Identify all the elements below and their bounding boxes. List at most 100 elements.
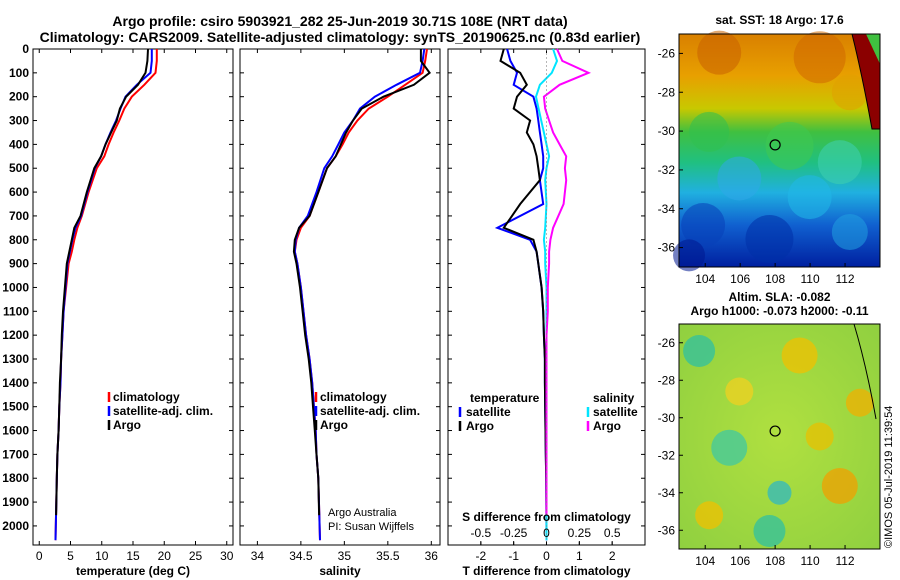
legend-title-temperature: temperature [470,391,540,405]
lat-tick-label: -30 [658,411,676,425]
y-tick-label: 700 [9,209,29,223]
legend-label: satellite [466,405,511,419]
legend-label: climatology [320,390,387,404]
lat-tick-label: -28 [658,85,676,99]
panel-temperature: 0100200300400500600700800900100011001200… [2,42,233,578]
legend-label: Argo [113,418,141,432]
y-tick-label: 1200 [2,328,29,342]
x-tick-label: -1 [508,549,519,563]
map-frame [678,33,881,268]
y-tick-label: 1000 [2,280,29,294]
legend-label: climatology [113,390,180,404]
data-source-note: Argo Australia PI: Susan Wijffels [328,507,414,533]
legend-label: Argo [466,419,494,433]
sla-patch [781,337,818,374]
sst-patch [787,175,832,220]
x-tick-label: 2 [609,549,616,563]
lon-tick-label: 112 [835,554,854,568]
series-line-temperature-satellite [494,48,548,541]
lon-tick-label: 106 [730,272,750,286]
sst-patch [717,156,762,201]
series-line-climatology [293,48,428,541]
lon-tick-label: 110 [801,554,820,568]
x-tick-label: 35 [338,549,352,563]
plot-frame [239,48,441,546]
lat-tick-label: -34 [658,486,676,500]
lat-tick-label: -34 [658,202,676,216]
y-tick-label: 1100 [3,304,29,318]
y-tick-label: 2000 [2,519,29,533]
y-tick-label: 0 [22,42,29,56]
sla-patch [805,422,834,451]
sla-patch [683,335,716,367]
x-axis-label: temperature (deg C) [76,564,190,578]
sla-patch [695,501,724,530]
legend-title-salinity: salinity [593,391,635,405]
legend-difference: temperature salinitysatelliteArgosatellit… [458,391,638,433]
series-line-satellite-adj-clim- [54,49,153,541]
lon-tick-label: 106 [730,554,750,568]
sla-map-title: Altim. SLA: -0.082 [728,290,830,304]
argo-position-marker [769,139,781,151]
lat-tick-label: -32 [658,448,676,462]
sla-patch [711,429,748,466]
sla-patch [725,377,754,406]
lon-tick-label: 104 [695,554,715,568]
y-tick-label: 800 [9,233,29,247]
lon-tick-label: 112 [835,272,854,286]
legend-label: satellite-adj. clim. [320,404,420,418]
land-patch [866,34,880,64]
x-tick-label: 25 [189,549,203,563]
sst-patch [765,121,814,170]
sst-patch [793,31,846,84]
x-tick-label: 0 [543,549,550,563]
y-tick-label: 400 [9,137,29,151]
lat-tick-label: -28 [658,373,676,387]
lat-tick-label: -26 [658,46,676,60]
x2-tick-label: 0.5 [604,526,621,540]
lat-tick-label: -26 [658,336,676,350]
sst-patch [697,30,742,75]
series-line-argo [292,49,431,516]
sst-patch [689,111,730,152]
x2-tick-label: -0.5 [470,526,491,540]
y-tick-label: 1900 [2,495,29,509]
sst-patch [831,74,868,111]
sst-patch [817,140,862,185]
x-tick-label: 15 [126,549,140,563]
series-line-temperature-argo [499,48,548,516]
note-line-1: Argo Australia [328,507,397,519]
panel-salinity: 34 34.5 35 35.5 36 salinity [239,48,441,578]
chart-title-line1: Argo profile: csiro 5903921_282 25-Jun-2… [112,13,568,29]
x2-tick-label: 0.25 [568,526,592,540]
series-line-climatology [54,49,158,541]
argo-position-marker [769,425,781,437]
x-tick-label: 5 [67,549,74,563]
x-tick-label: 34.5 [289,549,313,563]
lat-tick-label: -36 [658,241,676,255]
x-tick-label: 1 [576,549,583,563]
coastline-land [851,33,881,130]
y-tick-label: 300 [9,114,29,128]
plot-frame [32,48,234,546]
map-sst_map: 104 106 108 110 112 -26 -28 -30 -32 -34 -36 [658,30,881,286]
y-tick-label: 900 [9,257,29,271]
x-tick-label: 20 [158,549,172,563]
x-tick-label: 10 [95,549,109,563]
map-frame [678,323,881,550]
sla-patch [845,388,874,417]
y-tick-label: 200 [9,90,29,104]
lon-tick-label: 110 [801,272,820,286]
x-tick-label: 35.5 [376,549,400,563]
x-axis-label-2: S difference from climatology [462,510,631,524]
sst-patch [681,203,726,248]
note-line-2: PI: Susan Wijffels [328,521,414,533]
y-tick-label: 1400 [2,376,29,390]
y-tick-label: 1600 [2,424,29,438]
lon-tick-label: 104 [695,272,715,286]
x-tick-label: 30 [220,549,234,563]
lat-tick-label: -30 [658,124,676,138]
coastline [853,323,877,420]
